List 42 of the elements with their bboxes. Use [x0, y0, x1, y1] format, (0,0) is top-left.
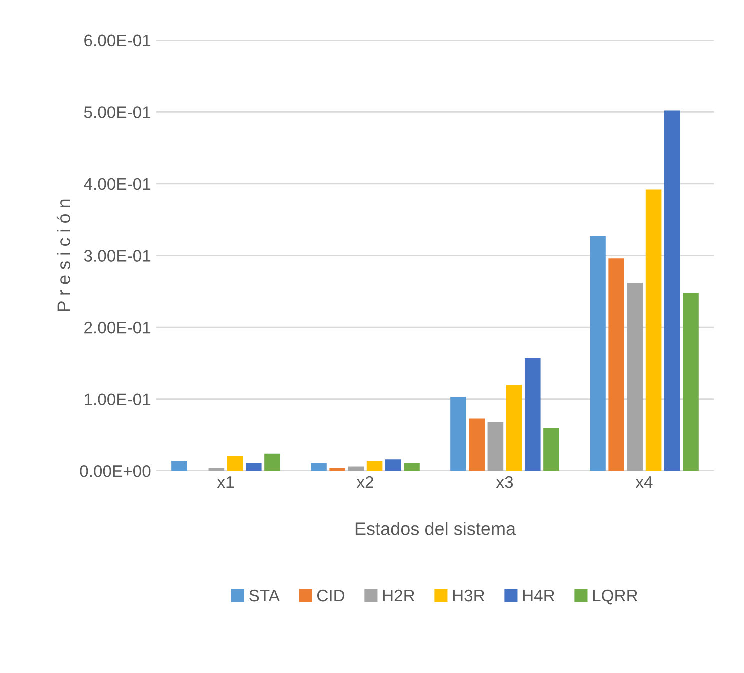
- legend-label: LQRR: [593, 590, 638, 605]
- bar: [385, 460, 402, 472]
- bar: [227, 456, 244, 472]
- legend-label: STA: [250, 590, 280, 602]
- legend-label: H3R: [453, 590, 485, 602]
- bar: [524, 358, 541, 472]
- bar: [608, 258, 624, 472]
- x-tick-label: x3: [496, 476, 514, 488]
- bar: [348, 466, 364, 472]
- legend-label: CID: [317, 590, 345, 602]
- x-tick-label: x2: [356, 476, 374, 488]
- x-tick-label: x1: [217, 476, 234, 488]
- bar: [404, 463, 420, 472]
- bar: [506, 384, 522, 472]
- bar: [246, 463, 262, 472]
- x-tick-label: x4: [636, 476, 653, 488]
- y-tick-label: 2.00E-01: [84, 322, 151, 334]
- y-tick-label: 3.00E-01: [84, 250, 151, 262]
- bar: [311, 463, 327, 472]
- bar: [646, 190, 662, 472]
- y-tick-label: 6.00E-01: [84, 34, 151, 47]
- y-axis-title: P r e s i c i ó n: [56, 200, 70, 312]
- bar: [208, 468, 225, 472]
- legend-label: H2R: [383, 590, 415, 602]
- y-tick-label: 4.00E-01: [84, 178, 151, 190]
- bar: [172, 461, 188, 472]
- bar: [664, 110, 680, 472]
- y-tick-label: 1.00E-01: [85, 394, 151, 406]
- x-axis-title: Estados del sistema: [356, 522, 516, 536]
- bar: [627, 283, 644, 472]
- bar: [330, 468, 346, 472]
- bar: [590, 236, 606, 472]
- bar: [544, 428, 560, 472]
- bar: [450, 397, 466, 472]
- y-tick-label: 0.00E+00: [80, 466, 151, 478]
- bar: [264, 454, 280, 472]
- legend-label: H4R: [523, 590, 555, 602]
- y-tick-label: 5.00E-01: [84, 106, 151, 118]
- bar: [366, 461, 383, 472]
- bar: [683, 293, 699, 472]
- bar: [469, 418, 485, 472]
- bar: [488, 422, 504, 472]
